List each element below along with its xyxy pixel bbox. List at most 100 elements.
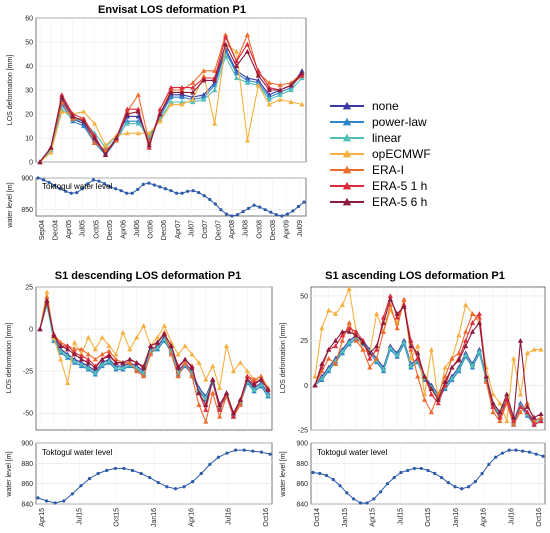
s1-asc-point (346, 329, 352, 334)
s1-asc-water-water-point (379, 490, 383, 494)
envisat-water-xtick-label: Dec05 (107, 220, 114, 240)
envisat-water-water-point (113, 187, 118, 191)
s1-asc-ytick-label: 25 (300, 338, 308, 345)
s1-asc-point (531, 414, 537, 420)
s1-desc-water-water-point (173, 487, 178, 491)
envisat-water-water-point (285, 212, 289, 216)
s1-desc-water-water-point (148, 475, 152, 480)
s1-desc-point (44, 297, 50, 303)
s1-asc-point (415, 350, 421, 356)
s1-asc-water-water-point (527, 450, 532, 454)
envisat-point (59, 94, 65, 100)
s1-asc-point (367, 350, 373, 356)
s1-asc-point (394, 352, 400, 358)
legend-marker (342, 181, 352, 190)
s1-asc-water-water-point (480, 471, 484, 476)
envisat-point (146, 130, 152, 136)
envisat-water-water-point (36, 176, 40, 180)
s1-asc-water-water-point (399, 470, 403, 475)
envisat-point (266, 80, 272, 85)
envisat-point (222, 41, 229, 47)
envisat-point (135, 106, 141, 112)
envisat-water-xtick-label: Apr05 (66, 220, 73, 239)
envisat-point (59, 92, 65, 97)
s1-desc-point (161, 336, 167, 342)
s1-desc-point (141, 323, 147, 328)
envisat-water-water-point (91, 178, 96, 182)
s1-desc-series-opecmwf (39, 291, 269, 389)
s1-asc-point (367, 355, 373, 361)
s1-asc-water-water-point (541, 454, 545, 458)
s1-desc-point (168, 351, 174, 357)
s1-asc-point (497, 400, 503, 406)
envisat-water-water-point (53, 184, 57, 188)
envisat-point (70, 113, 76, 119)
s1-desc-point (58, 356, 64, 362)
s1-desc-plot: -50 -25 0 25 (23, 285, 273, 431)
s1-asc-point (339, 329, 345, 334)
s1-asc-point (319, 325, 325, 331)
envisat-water-water-point (241, 209, 245, 214)
s1-desc-point (217, 385, 223, 391)
envisat-point (48, 147, 54, 153)
s1-desc-ylabel: LOS deformation [mm] (6, 323, 13, 393)
s1-desc-point (161, 331, 167, 337)
envisat-water-xtick-label: Apr07 (175, 220, 182, 239)
s1-asc-water-ytick-label: 840 (296, 502, 308, 509)
envisat-point (168, 94, 174, 100)
s1-asc-point (428, 386, 435, 391)
s1-desc-water-water-point (36, 496, 40, 500)
s1-desc-point (85, 356, 91, 362)
s1-asc-series-era-i (314, 299, 542, 426)
s1-desc-point (65, 353, 71, 359)
s1-desc-water-water-point (62, 499, 66, 503)
s1-desc-point (113, 365, 119, 370)
s1-desc-water-water-point (105, 468, 109, 473)
s1-asc-point (517, 404, 524, 409)
envisat-water-water-point (280, 214, 284, 218)
s1-asc-water-ytick-label: 880 (296, 461, 308, 468)
s1-asc-point (504, 418, 510, 424)
envisat-water-water-point (86, 182, 90, 186)
s1-desc-point (85, 334, 91, 340)
s1-desc-point (251, 376, 257, 382)
s1-desc-point (154, 334, 161, 340)
s1-asc-ylabel: LOS deformation [mm] (280, 323, 287, 393)
s1-desc-ytick-label: 0 (29, 327, 33, 334)
s1-desc-point (85, 365, 91, 370)
s1-desc-point (120, 329, 126, 335)
s1-asc-point (380, 320, 387, 325)
s1-asc-water-water-point (311, 470, 315, 475)
s1-desc-point (196, 402, 202, 407)
envisat-point (81, 121, 87, 126)
envisat-point (255, 77, 261, 83)
s1-desc-water-water-point (216, 455, 221, 459)
s1-asc-point (319, 375, 325, 381)
s1-asc-point (511, 414, 517, 420)
s1-asc-point (538, 346, 544, 352)
envisat-title: Envisat LOS deformation P1 (98, 4, 246, 16)
s1-desc-point (189, 365, 195, 370)
s1-asc-point (326, 366, 332, 372)
s1-desc-point (99, 351, 105, 357)
s1-asc-water-water-point (412, 466, 417, 471)
s1-desc-water-ylabel: water level [m] (6, 451, 13, 497)
s1-asc-point (463, 329, 469, 334)
s1-asc-water-water-point (433, 471, 437, 476)
s1-desc-point (134, 334, 140, 340)
envisat-point (233, 70, 240, 76)
s1-asc-water-xtick-label: Jan16 (453, 508, 460, 527)
envisat-point (124, 130, 130, 136)
s1-desc-point (71, 358, 78, 364)
s1-desc-water-water-point (122, 466, 126, 471)
envisat-plot: 0 10 20 30 40 50 60 (25, 16, 307, 167)
s1-desc-point (244, 376, 250, 382)
s1-asc-ytick-label: -25 (298, 428, 308, 435)
s1-asc-water-ylabel: water level [m] (280, 451, 287, 497)
s1-desc-point (106, 348, 112, 354)
envisat-water-xtick-label: Jul09 (297, 220, 304, 237)
s1-asc-point (353, 329, 359, 334)
envisat-water-water-point (141, 182, 145, 186)
envisat-water-ylabel: water level [m] (7, 182, 14, 228)
